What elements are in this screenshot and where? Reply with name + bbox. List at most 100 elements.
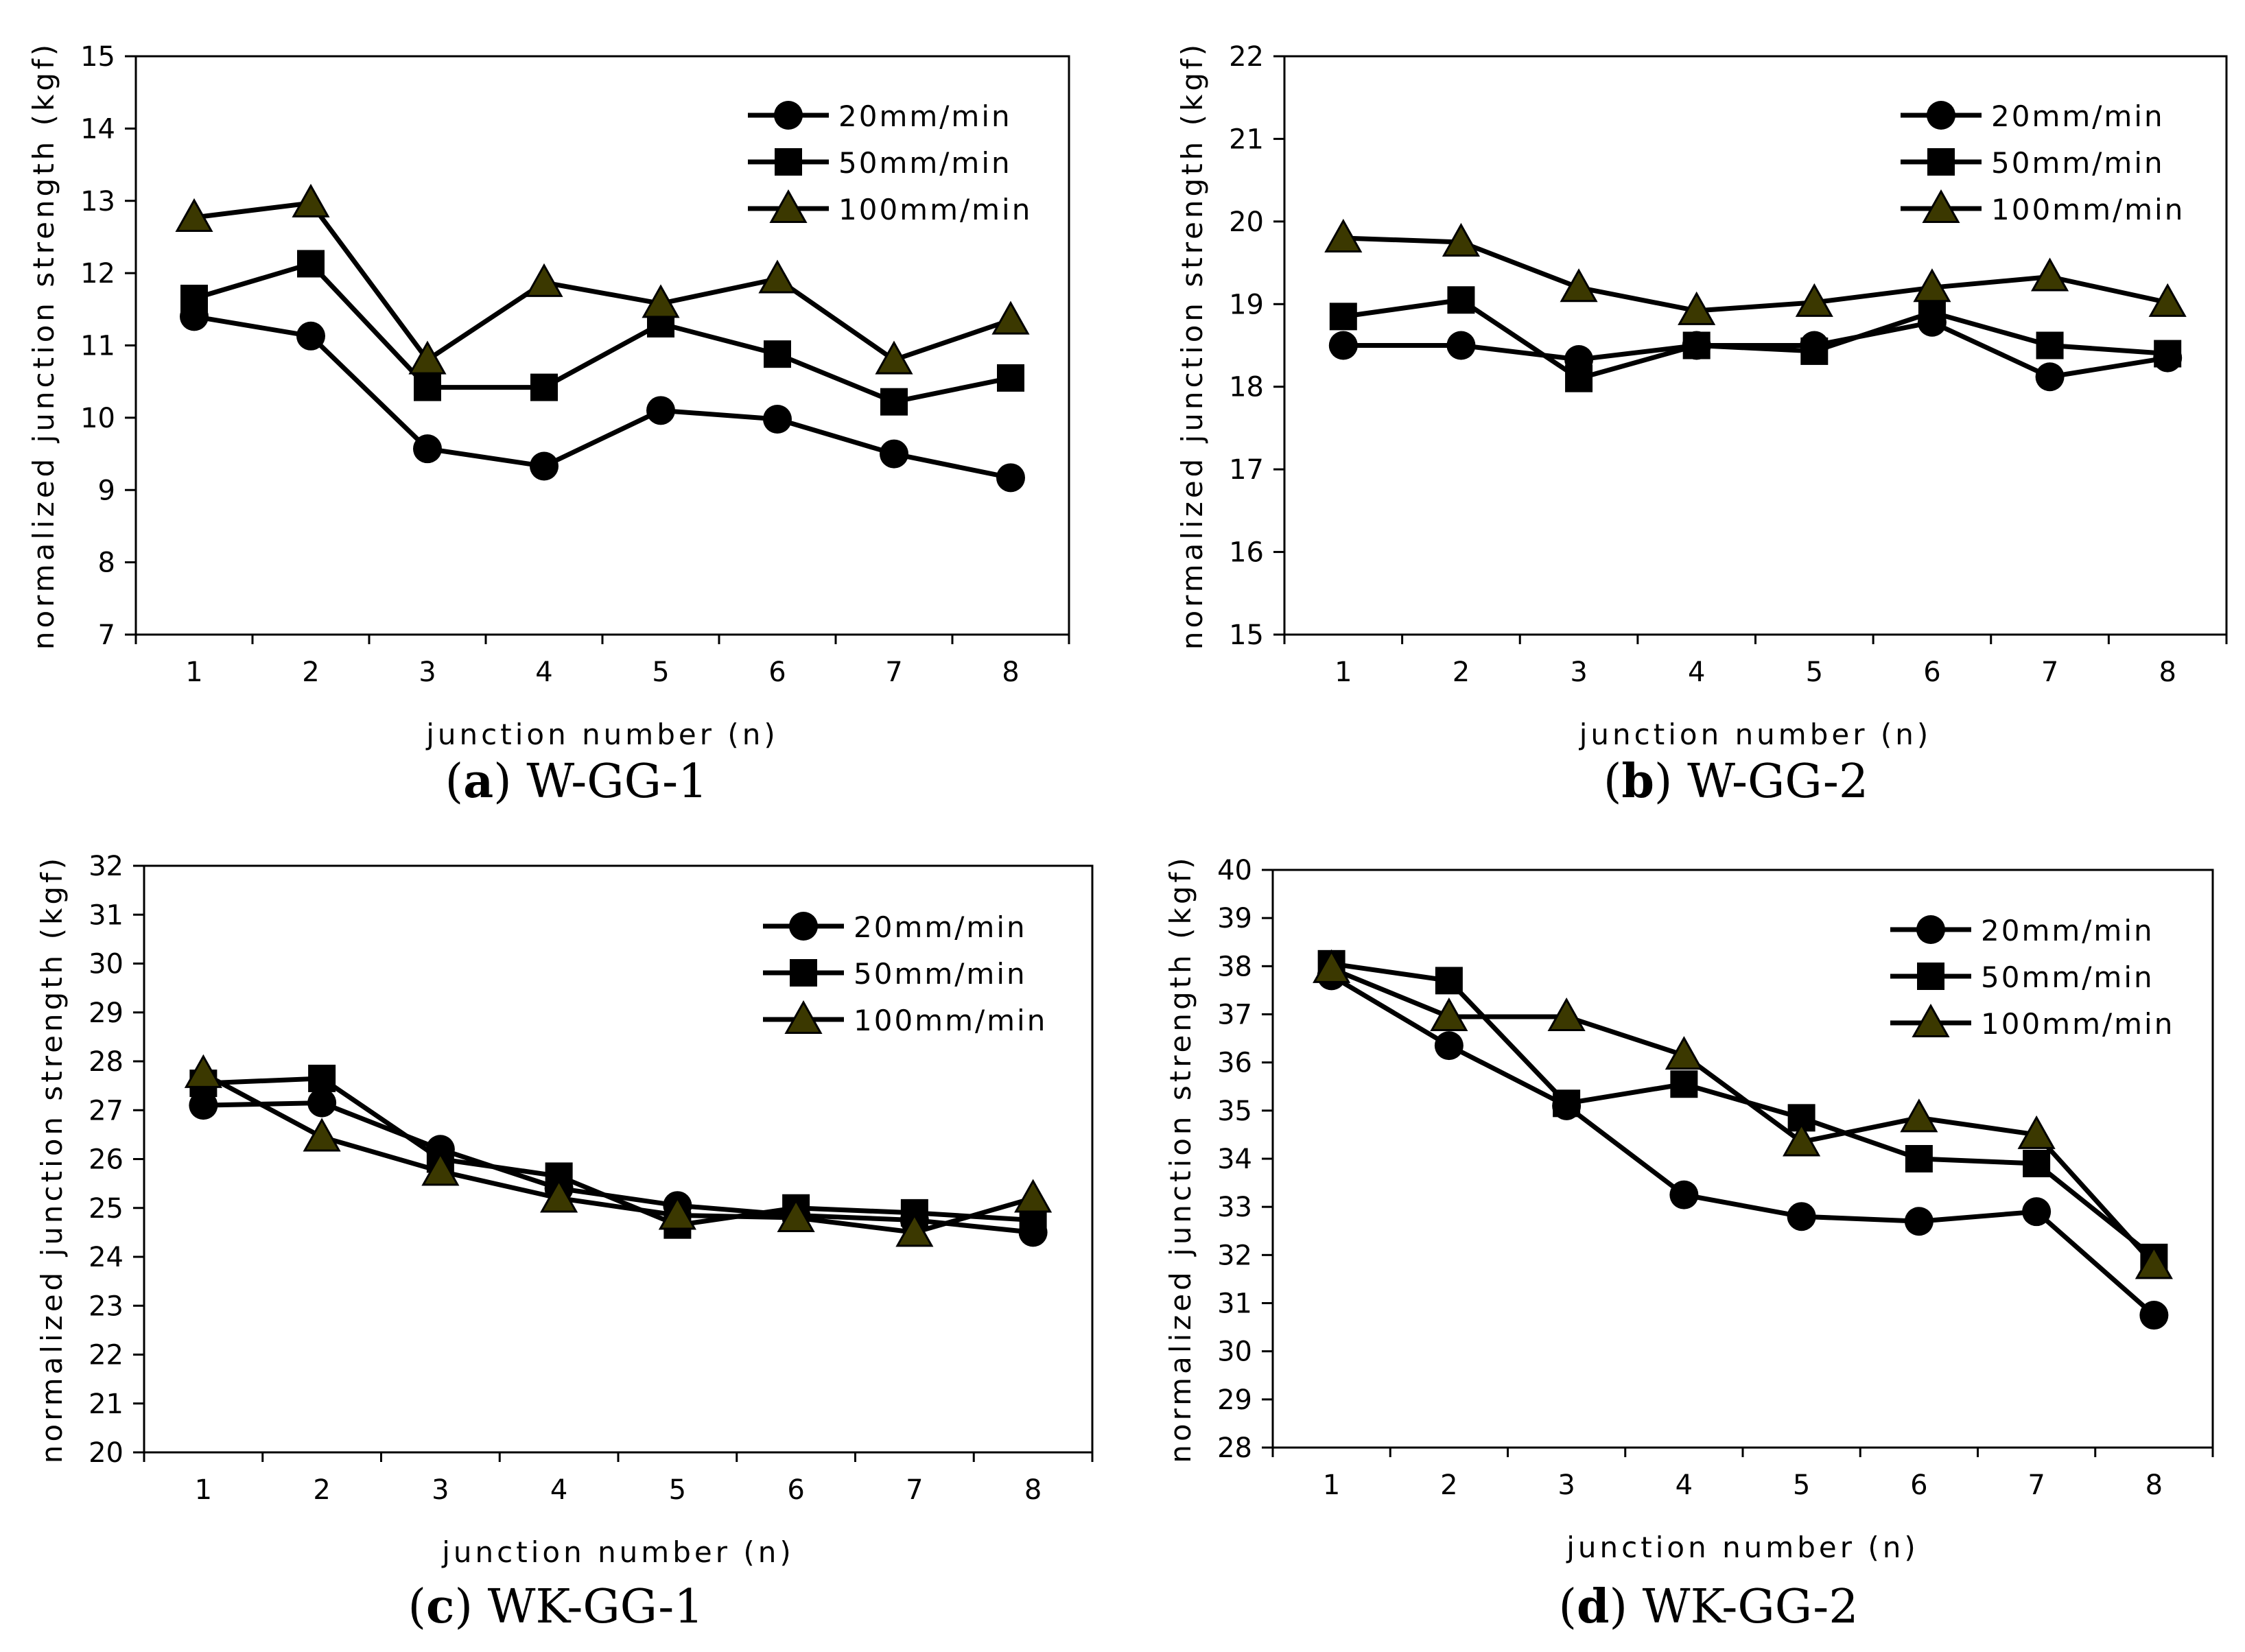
data-point (880, 439, 908, 469)
y-tick-label: 24 (89, 1242, 124, 1273)
data-point (1328, 331, 1358, 360)
legend-label: 20mm/min (854, 910, 1027, 944)
data-point (1560, 268, 1598, 303)
x-tick-label: 6 (1923, 657, 1940, 688)
y-tick-label: 38 (1217, 951, 1252, 982)
caption-paren: ( (1603, 755, 1622, 809)
data-point (1547, 997, 1586, 1032)
y-tick-label: 7 (98, 620, 115, 651)
data-point (1553, 1089, 1581, 1118)
x-tick-label: 8 (2159, 657, 2176, 688)
x-tick-label: 3 (432, 1474, 449, 1506)
data-point (540, 1179, 578, 1213)
y-tick-label: 39 (1217, 903, 1252, 934)
y-tick-label: 23 (89, 1290, 124, 1322)
series-circle (180, 302, 1025, 493)
y-axis-label: normalized junction strength (kgf) (1164, 854, 1197, 1463)
legend-label: 100mm/min (1981, 1007, 2174, 1041)
data-point (777, 1198, 815, 1232)
x-axis-label: junction number (n) (1579, 718, 1931, 751)
data-point (2148, 283, 2187, 317)
legend: 20mm/min 50mm/min 100mm/min (1890, 914, 2174, 1041)
data-point (875, 340, 913, 375)
panel-caption: (b) W-GG-2 (1603, 754, 1868, 809)
series-line (1343, 235, 2168, 314)
y-tick-label: 22 (1229, 41, 1264, 73)
data-point (1665, 1036, 1703, 1070)
y-tick-label: 28 (1217, 1432, 1252, 1464)
series-triangle (1313, 949, 2173, 1279)
series-triangle (1324, 218, 2187, 325)
data-point (2139, 1301, 2169, 1330)
y-axis-label: normalized junction strength (kgf) (35, 855, 69, 1463)
data-point (175, 198, 213, 232)
legend-label: 100mm/min (854, 1004, 1047, 1037)
caption-name: W-GG-1 (526, 755, 707, 809)
x-tick-label: 3 (1558, 1470, 1575, 1501)
data-point (2154, 340, 2182, 368)
series-line (1343, 297, 2168, 381)
legend: 20mm/min 50mm/min 100mm/min (1901, 99, 2183, 226)
y-tick-label: 15 (1229, 620, 1264, 651)
data-point (1669, 1180, 1699, 1210)
data-point (1800, 337, 1829, 365)
caption-letter: a (463, 754, 493, 809)
panel-caption: (a) W-GG-1 (445, 754, 708, 809)
x-tick-label: 7 (2027, 1470, 2045, 1501)
data-point (408, 340, 447, 375)
y-axis-label: normalized junction strength (kgf) (27, 41, 60, 650)
data-point (296, 321, 325, 351)
legend-label: 20mm/min (1981, 914, 2154, 947)
y-tick-label: 11 (80, 331, 115, 362)
data-point (1430, 997, 1468, 1032)
caption-paren: ) (493, 755, 526, 809)
x-tick-label: 8 (1024, 1474, 1042, 1506)
caption-paren: ) (454, 1580, 487, 1634)
y-tick-label: 18 (1229, 372, 1264, 403)
data-point (658, 1196, 696, 1230)
x-tick-label: 5 (652, 657, 669, 688)
data-point (764, 340, 791, 368)
x-tick-label: 4 (1676, 1470, 1693, 1501)
data-point (1446, 331, 1476, 360)
data-point (530, 373, 558, 401)
series-line (1330, 966, 2156, 1266)
x-tick-label: 7 (885, 657, 902, 688)
data-point (1329, 303, 1357, 331)
y-tick-label: 37 (1217, 1000, 1252, 1031)
data-point (525, 263, 563, 297)
y-tick-label: 26 (89, 1144, 124, 1176)
legend-marker (775, 148, 802, 176)
legend-marker (1917, 963, 1944, 990)
data-point (895, 1213, 934, 1247)
data-point (2030, 257, 2069, 292)
legend-marker (789, 912, 818, 941)
x-tick-label: 2 (1440, 1470, 1457, 1501)
x-tick-label: 2 (313, 1474, 330, 1506)
y-tick-label: 8 (98, 547, 115, 579)
data-point (1565, 364, 1593, 392)
legend-label: 50mm/min (1991, 146, 2165, 180)
data-point (2022, 1197, 2052, 1227)
data-point (2023, 1150, 2051, 1178)
data-point (2036, 331, 2064, 359)
data-point (1447, 286, 1475, 314)
data-point (1900, 1098, 1938, 1133)
data-point (303, 1118, 341, 1152)
series-line (1343, 320, 2168, 379)
data-point (1905, 1145, 1933, 1172)
series-line (193, 200, 1012, 363)
data-point (2017, 1115, 2056, 1149)
x-tick-label: 1 (195, 1474, 212, 1506)
y-tick-label: 30 (1217, 1336, 1252, 1368)
y-tick-label: 21 (89, 1389, 124, 1420)
x-tick-label: 8 (2146, 1470, 2163, 1501)
data-point (1913, 268, 1951, 303)
data-point (646, 396, 675, 425)
caption-paren: ( (445, 755, 464, 809)
legend: 20mm/min 50mm/min 100mm/min (748, 99, 1030, 226)
data-point (189, 1091, 218, 1120)
data-point (1442, 222, 1481, 257)
y-tick-label: 32 (89, 851, 124, 882)
